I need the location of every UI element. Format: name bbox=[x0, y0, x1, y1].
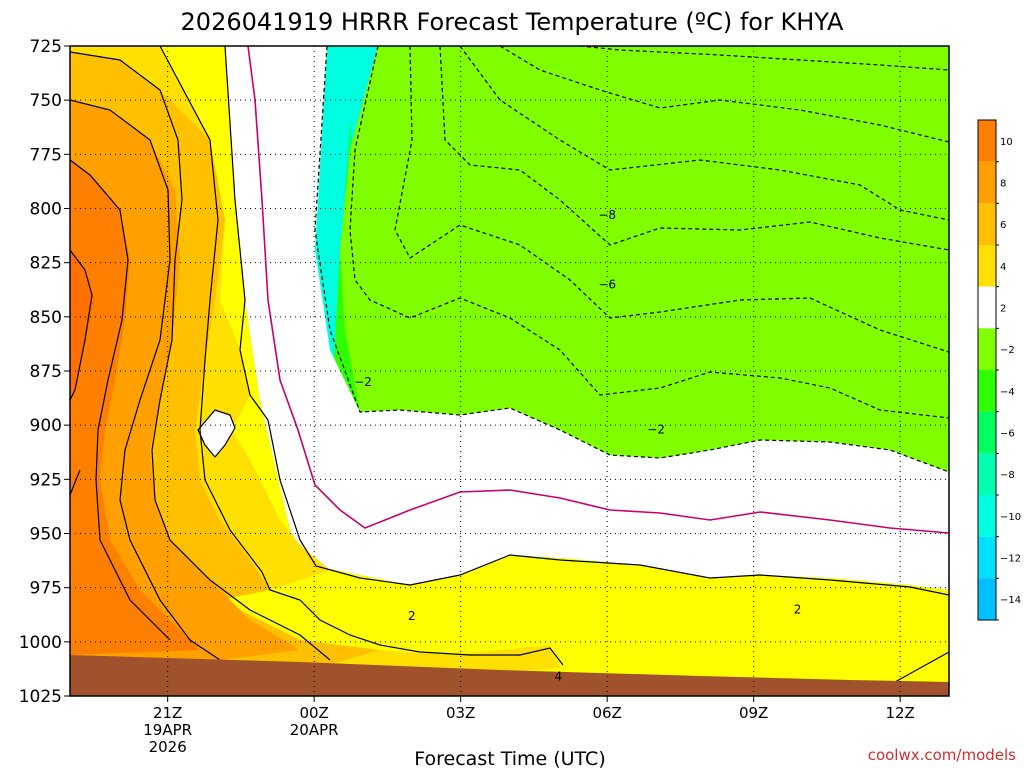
credit-text: coolwx.com/models bbox=[868, 746, 1016, 764]
y-tick-label: 975 bbox=[30, 579, 62, 599]
contour-plus-12 bbox=[69, 249, 93, 401]
y-tick-label: 925 bbox=[30, 470, 62, 490]
colorbar-label: −14 bbox=[1000, 595, 1021, 606]
contour-plus-4 bbox=[159, 45, 564, 666]
colorbar-label: 2 bbox=[1000, 304, 1006, 315]
contour-minus-12-dashed bbox=[499, 45, 950, 143]
contour-minus-4-dashed bbox=[349, 45, 950, 419]
contour-label: 2 bbox=[794, 602, 802, 616]
contour-label: −2 bbox=[647, 423, 665, 437]
contour-plus-2 bbox=[224, 45, 950, 596]
plot-area: −8 −6 −2 −2 2 2 4 bbox=[69, 45, 950, 697]
y-tick-label: 900 bbox=[30, 416, 62, 436]
y-tick-label: 875 bbox=[30, 362, 62, 382]
contour-plus-4-right bbox=[894, 651, 950, 683]
x-axis-title: Forecast Time (UTC) bbox=[414, 748, 605, 768]
y-axis: 725 750 775 800 825 850 875 900 925 950 975 1000 102… bbox=[19, 37, 70, 707]
y-tick-label: 850 bbox=[30, 308, 62, 328]
colorbar-swatch bbox=[978, 286, 996, 329]
contour-plus-10 bbox=[69, 159, 171, 641]
colorbar-swatch bbox=[978, 453, 996, 495]
colorbar-swatch bbox=[978, 245, 996, 287]
y-tick-label: 950 bbox=[30, 525, 62, 545]
x-tick-label: 20APR bbox=[290, 721, 339, 739]
colorbar-label: 10 bbox=[1000, 137, 1013, 148]
contour-zero bbox=[247, 45, 950, 534]
contour-plus-6 bbox=[69, 51, 331, 661]
y-tick-label: 1025 bbox=[19, 687, 62, 707]
colorbar-label: −6 bbox=[1000, 429, 1015, 440]
colorbar-swatch bbox=[978, 161, 996, 204]
colorbar-swatch bbox=[978, 411, 996, 454]
contour-labels: −8 −6 −2 −2 2 2 4 bbox=[354, 208, 801, 684]
contour-label: −6 bbox=[598, 277, 616, 291]
contour-plus-14-left bbox=[69, 469, 81, 496]
island-zero bbox=[197, 409, 236, 458]
colorbar-label: −2 bbox=[1000, 345, 1015, 356]
x-tick-label: 09Z bbox=[739, 704, 768, 722]
contour-label: −8 bbox=[598, 208, 616, 222]
band-plus-minus-2 bbox=[225, 46, 949, 590]
band-plus-8 bbox=[70, 100, 300, 660]
ground bbox=[70, 655, 949, 696]
y-tick-label: 725 bbox=[30, 37, 62, 57]
colorbar-swatch bbox=[978, 203, 996, 245]
colorbar-label: −8 bbox=[1000, 470, 1015, 481]
contour-label: 4 bbox=[555, 670, 563, 684]
colorbar-label: 6 bbox=[1000, 220, 1006, 231]
colorbar-swatch bbox=[978, 370, 996, 412]
x-tick-label: 03Z bbox=[446, 704, 475, 722]
contour-lines bbox=[69, 45, 950, 683]
y-tick-label: 800 bbox=[30, 200, 62, 220]
colorbar-label: 8 bbox=[1000, 179, 1006, 190]
chart-title: 2026041919 HRRR Forecast Temperature (ºC… bbox=[181, 8, 845, 36]
colorbar: 10 8 6 4 2 −2 −4 −6 −8 −10 −12 −14 bbox=[977, 119, 1021, 621]
colorbar-swatch bbox=[978, 328, 996, 370]
colorbar-swatch bbox=[978, 578, 996, 620]
colorbar-label: −10 bbox=[1000, 512, 1021, 523]
x-tick-label: 19APR bbox=[143, 721, 192, 739]
x-tick-label: 00Z bbox=[299, 704, 328, 722]
band-minus-2 bbox=[327, 46, 949, 472]
colorbar-label: 4 bbox=[1000, 262, 1006, 273]
colorbar-swatch bbox=[978, 495, 996, 537]
colorbar-label: −12 bbox=[1000, 554, 1021, 565]
x-tick-label: 06Z bbox=[592, 704, 621, 722]
contour-minus-8-dashed bbox=[439, 45, 950, 251]
y-tick-label: 750 bbox=[30, 91, 62, 111]
band-plus-10 bbox=[70, 160, 200, 655]
x-tick-label: 21Z bbox=[153, 704, 182, 722]
y-tick-label: 1000 bbox=[19, 633, 62, 653]
y-tick-label: 775 bbox=[30, 145, 62, 165]
colorbar-label: −4 bbox=[1000, 387, 1015, 398]
contour-minus-10-dashed bbox=[459, 45, 950, 221]
band-plus-12 bbox=[70, 250, 95, 400]
x-tick-label: 12Z bbox=[885, 704, 914, 722]
colorbar-swatch bbox=[978, 120, 996, 162]
contour-label: 2 bbox=[408, 609, 416, 623]
contour-label: −2 bbox=[354, 375, 372, 389]
contour-plus-8 bbox=[69, 99, 221, 661]
x-tick-label: 2026 bbox=[149, 738, 187, 756]
contour-minus-6-dashed bbox=[394, 45, 950, 353]
colorbar-swatch bbox=[978, 536, 996, 579]
grid bbox=[70, 46, 949, 696]
y-tick-label: 825 bbox=[30, 254, 62, 274]
